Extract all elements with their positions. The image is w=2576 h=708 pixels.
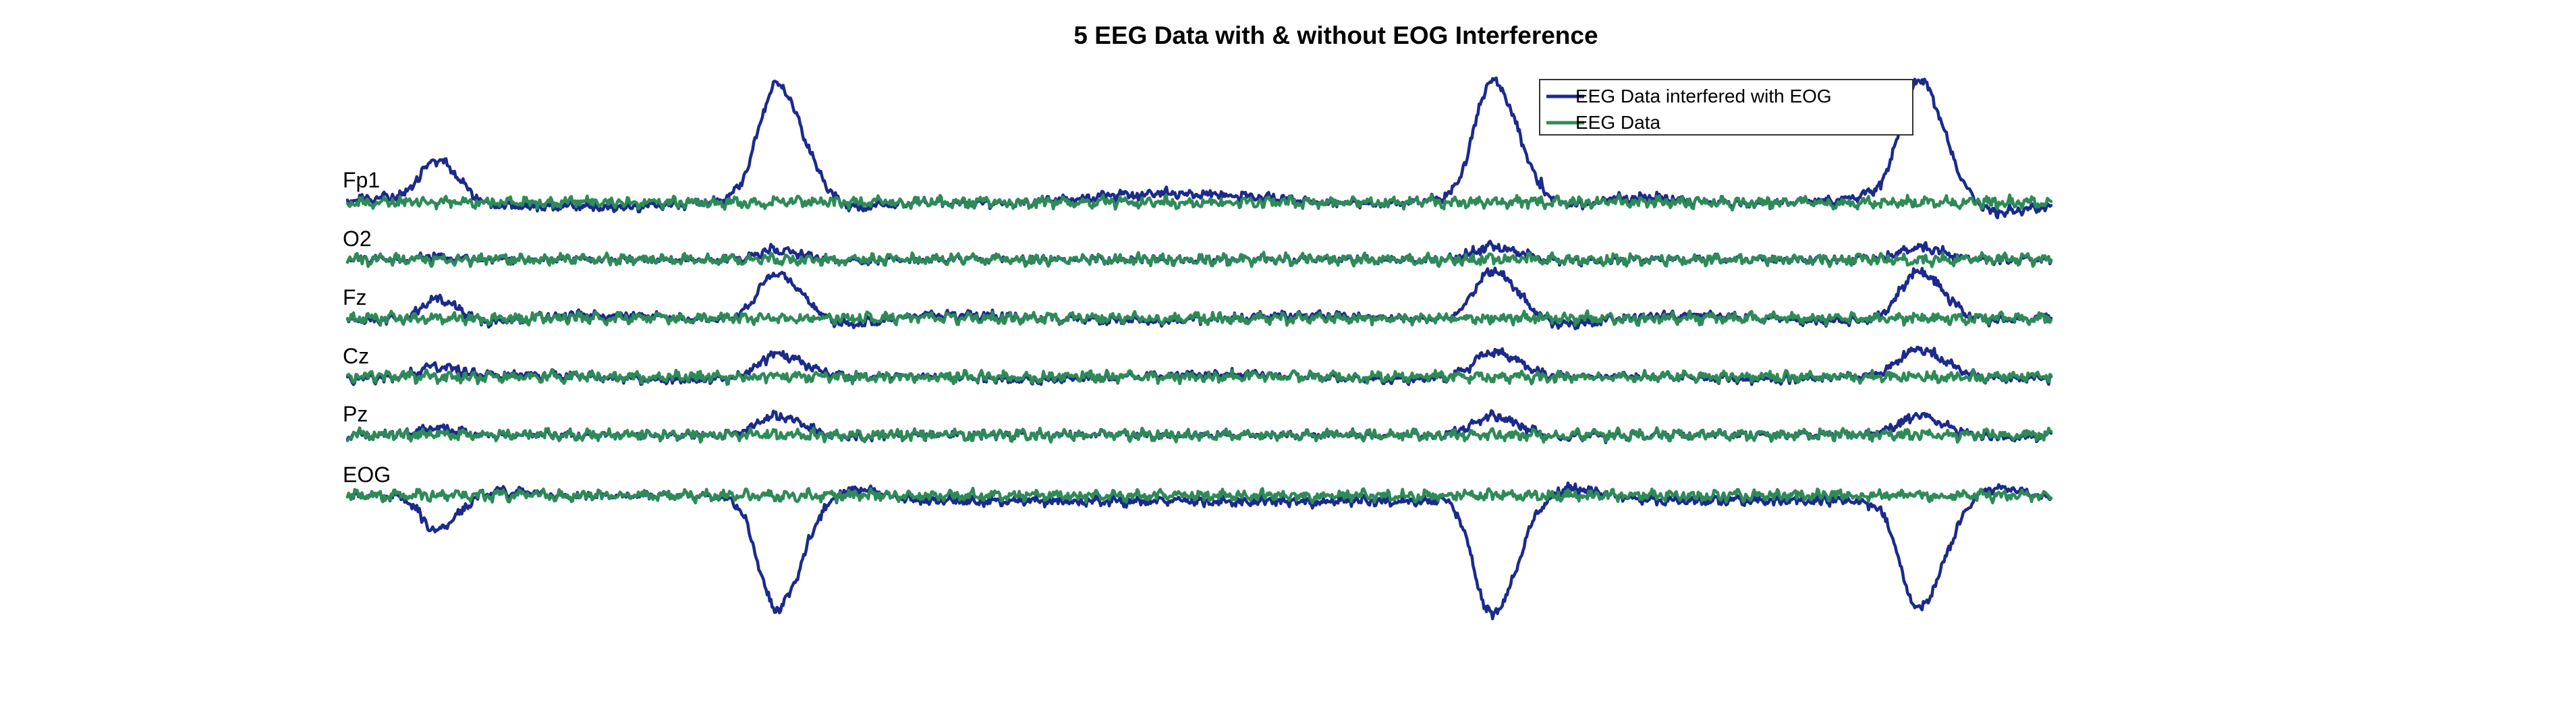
trace-clean-pz — [345, 426, 2053, 444]
trace-clean-fp1 — [345, 193, 2053, 211]
trace-clean-o2 — [345, 251, 2053, 268]
channel-label-eog: EOG — [343, 463, 391, 487]
legend-label-interfered: EEG Data interfered with EOG — [1575, 86, 1832, 107]
channel-label-o2: O2 — [343, 227, 372, 251]
trace-interfered-eog — [345, 481, 2053, 620]
trace-clean-eog — [345, 486, 2053, 505]
legend: EEG Data interfered with EOG EEG Data — [1539, 79, 1913, 136]
channel-labels: Fp1 O2 Fz Cz Pz EOG — [343, 168, 391, 487]
legend-label-clean: EEG Data — [1575, 112, 1660, 133]
trace-clean-fz — [345, 309, 2053, 327]
channel-label-cz: Cz — [343, 344, 369, 368]
channel-label-fp1: Fp1 — [343, 168, 380, 192]
trace-clean-cz — [345, 367, 2053, 386]
plot-traces — [345, 76, 2053, 620]
chart-title: 5 EEG Data with & without EOG Interferen… — [1073, 22, 1598, 49]
legend-box — [1539, 79, 1913, 136]
channel-label-pz: Pz — [343, 402, 368, 426]
channel-label-fz: Fz — [343, 285, 367, 309]
